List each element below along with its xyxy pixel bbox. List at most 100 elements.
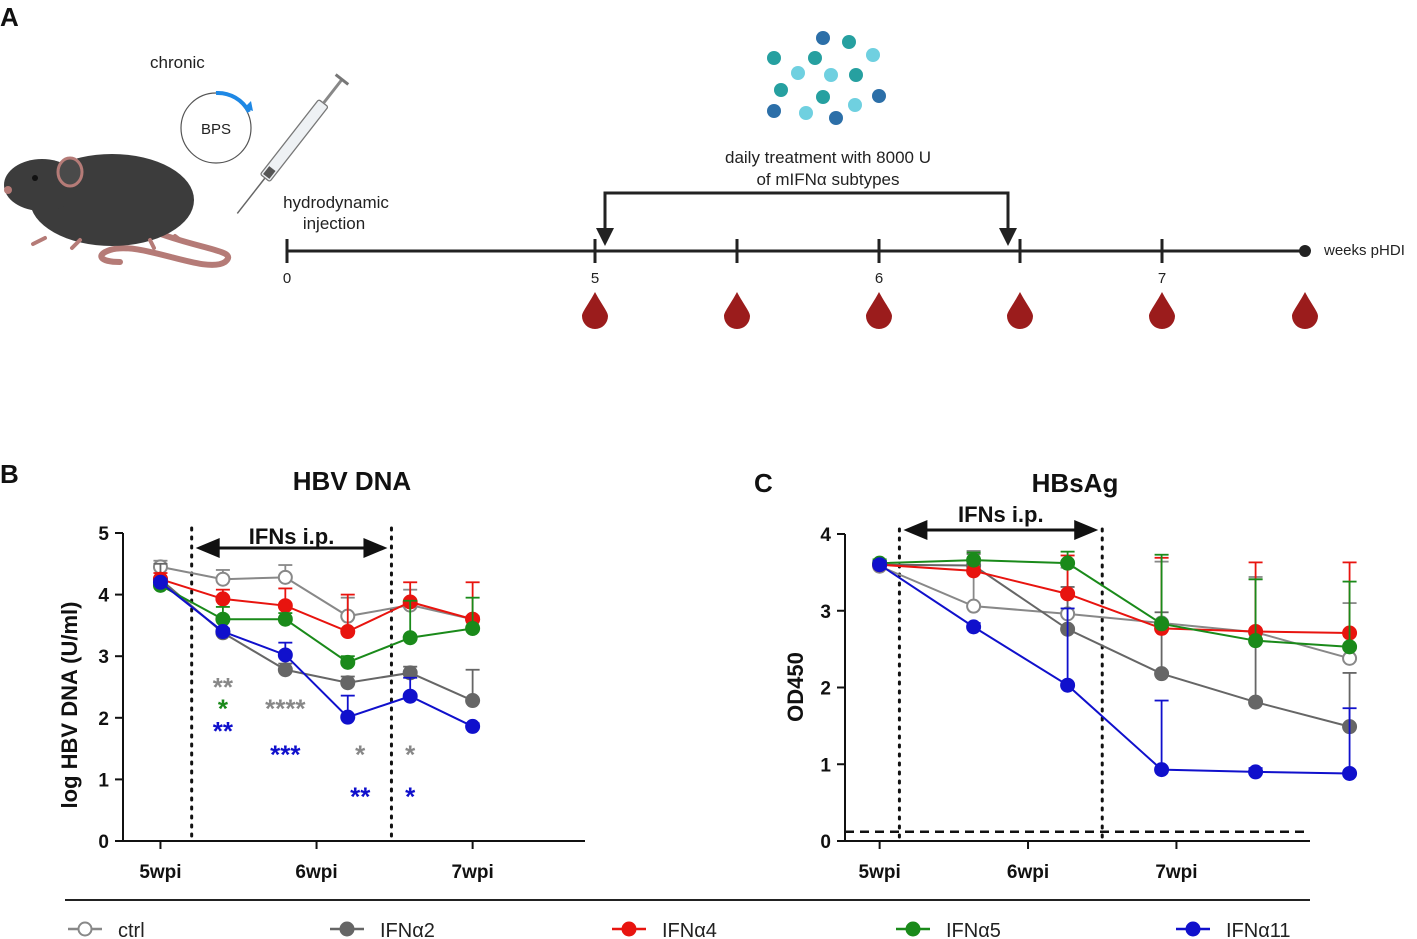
treatment-label-line1: daily treatment with 8000 U <box>725 148 931 167</box>
chart-b-significance-marker: *** <box>270 740 301 770</box>
chart-b-ytick-label: 0 <box>98 832 109 853</box>
legend-marker <box>905 921 921 937</box>
chart-c-point-ifn-11 <box>872 557 888 573</box>
panel-c-letter: C <box>754 468 773 498</box>
chart-b-point-ifn-5 <box>402 630 418 646</box>
chart-b-point-ifn-11 <box>277 647 293 663</box>
treatment-label-line2: of mIFNα subtypes <box>756 170 899 189</box>
chart-b-y-axis-label: log HBV DNA (U/ml) <box>57 602 82 809</box>
chart-b-title: HBV DNA <box>293 466 412 496</box>
chart-b-ytick-label: 2 <box>98 709 109 730</box>
legend-item-ifn-4: IFNα4 <box>612 920 717 939</box>
chart-b-point-ctrl <box>277 569 293 585</box>
chart-c-point-ifn-11 <box>1248 764 1264 780</box>
chart-b-line-ctrl <box>160 565 473 621</box>
chart-c-point-ifn-11 <box>1060 677 1076 693</box>
cytokine-dots-icon <box>767 31 886 125</box>
timeline-end-dot <box>1299 245 1311 257</box>
timeline-end-label: weeks pHDI <box>1323 242 1405 259</box>
chart-b-significance-marker: **** <box>265 693 306 723</box>
chart-b-significance-marker: * <box>405 781 416 811</box>
legend-label: IFNα5 <box>946 920 1001 939</box>
syringe-icon <box>236 73 350 214</box>
chart-b-treatment-label: IFNs i.p. <box>249 524 335 549</box>
chart-b-series-ifn-5 <box>152 577 481 670</box>
chart-b-point-ifn-4 <box>277 598 293 614</box>
chart-b-point-ifn-11 <box>215 624 231 640</box>
chart-c-ytick-label: 0 <box>820 832 831 853</box>
legend-item-ifn-5: IFNα5 <box>896 920 1001 939</box>
legend-item-ifn-2: IFNα2 <box>330 920 435 939</box>
chart-c-point-ifn-2 <box>1154 666 1170 682</box>
chart-b-ytick-label: 4 <box>98 586 109 607</box>
chronic-label: chronic <box>150 53 205 72</box>
chart-c-point-ifn-11 <box>1154 762 1170 778</box>
panel-b-letter: B <box>0 459 19 489</box>
chart-c-point-ifn-5 <box>1060 555 1076 571</box>
timeline-tick-6: 6 <box>875 270 883 287</box>
chart-b-point-ifn-5 <box>340 654 356 670</box>
hbsag-chart: HBsAg OD450 0 1 2 3 4 5wpi 6wpi 7wpi IFNs i.p. <box>783 468 1358 883</box>
legend-marker <box>339 921 355 937</box>
hbv-dna-chart: HBV DNA log HBV DNA (U/ml) 0 1 2 3 4 5 5wpi 6wpi 7… <box>57 466 585 883</box>
chart-c-xtick-label: 7wpi <box>1155 862 1197 883</box>
chart-b-point-ifn-4 <box>215 591 231 607</box>
chart-c-series-ifn-5 <box>872 550 1358 655</box>
chart-b-xtick-label: 7wpi <box>452 862 494 883</box>
chart-c-point-ifn-5 <box>1154 616 1170 632</box>
chart-b-line-ifn-4 <box>160 578 473 633</box>
legend-marker <box>1185 921 1201 937</box>
legend-label: IFNα4 <box>662 920 717 939</box>
chart-c-treatment-arrow-right <box>1074 520 1099 540</box>
chart-b-point-ctrl <box>215 571 231 587</box>
chart-b-significance-marker: * <box>405 740 416 770</box>
chart-b-ytick-label: 1 <box>98 770 109 791</box>
chart-c-xtick-label: 5wpi <box>859 862 901 883</box>
legend-label: IFNα2 <box>380 920 435 939</box>
chart-b-point-ifn-4 <box>340 624 356 640</box>
chart-b-series-ifn-11 <box>152 574 481 734</box>
plasmid-label: BPS <box>201 121 231 138</box>
legend-item-ctrl: ctrl <box>68 920 145 939</box>
legend-marker <box>77 921 93 937</box>
chart-b-xtick-label: 6wpi <box>295 862 337 883</box>
chart-c-ytick-label: 4 <box>820 525 831 546</box>
legend-marker <box>621 921 637 937</box>
chart-c-treatment-arrow-left <box>903 520 928 540</box>
chart-b-point-ifn-11 <box>465 718 481 734</box>
injection-label-line1: hydrodynamic <box>283 193 389 212</box>
chart-c-xtick-label: 6wpi <box>1007 862 1049 883</box>
legend-label: ctrl <box>118 920 145 939</box>
timeline-tick-7: 7 <box>1158 270 1166 287</box>
chart-b-point-ifn-5 <box>215 611 231 627</box>
chart-b-significance-marker: ** <box>350 781 371 811</box>
treatment-bracket <box>603 191 1010 228</box>
chart-b-point-ifn-2 <box>277 662 293 678</box>
chart-b-series-ifn-4 <box>152 571 481 640</box>
chart-c-point-ifn-5 <box>1248 633 1264 649</box>
panel-a-schematic: A chronic BPS hydrodynamic injection <box>0 2 1405 329</box>
chart-c-y-axis-label: OD450 <box>783 652 808 722</box>
chart-b-line-ifn-11 <box>159 581 474 728</box>
chart-b-treatment-arrow-right <box>363 538 388 558</box>
chart-b-significance-marker: ** <box>213 716 234 746</box>
chart-b-point-ifn-2 <box>340 675 356 691</box>
timeline-tick-0: 0 <box>283 270 291 287</box>
chart-c-line-ifn-2 <box>879 563 1350 728</box>
chart-c-series-ifn-4 <box>872 554 1358 641</box>
chart-b-significance-marker: ** <box>213 672 234 702</box>
chart-c-ytick-label: 3 <box>820 602 831 623</box>
legend-label: IFNα11 <box>1226 920 1291 939</box>
chart-b-treatment-arrow-left <box>195 538 220 558</box>
chart-c-point-ifn-4 <box>1060 586 1076 602</box>
chart-c-series-ifn-2 <box>872 553 1358 735</box>
legend: ctrl IFNα2 IFNα4 IFNα5 IFNα11 <box>68 920 1291 939</box>
chart-b-point-ifn-11 <box>152 574 168 590</box>
chart-b-significance-marker: * <box>355 740 366 770</box>
chart-b-ytick-label: 3 <box>98 647 109 668</box>
chart-c-point-ifn-5 <box>966 552 982 568</box>
timeline-ticks <box>285 239 1164 263</box>
panel-a-letter: A <box>0 2 19 32</box>
chart-c-treatment-label: IFNs i.p. <box>958 502 1044 527</box>
chart-b-line-ifn-5 <box>159 584 473 664</box>
